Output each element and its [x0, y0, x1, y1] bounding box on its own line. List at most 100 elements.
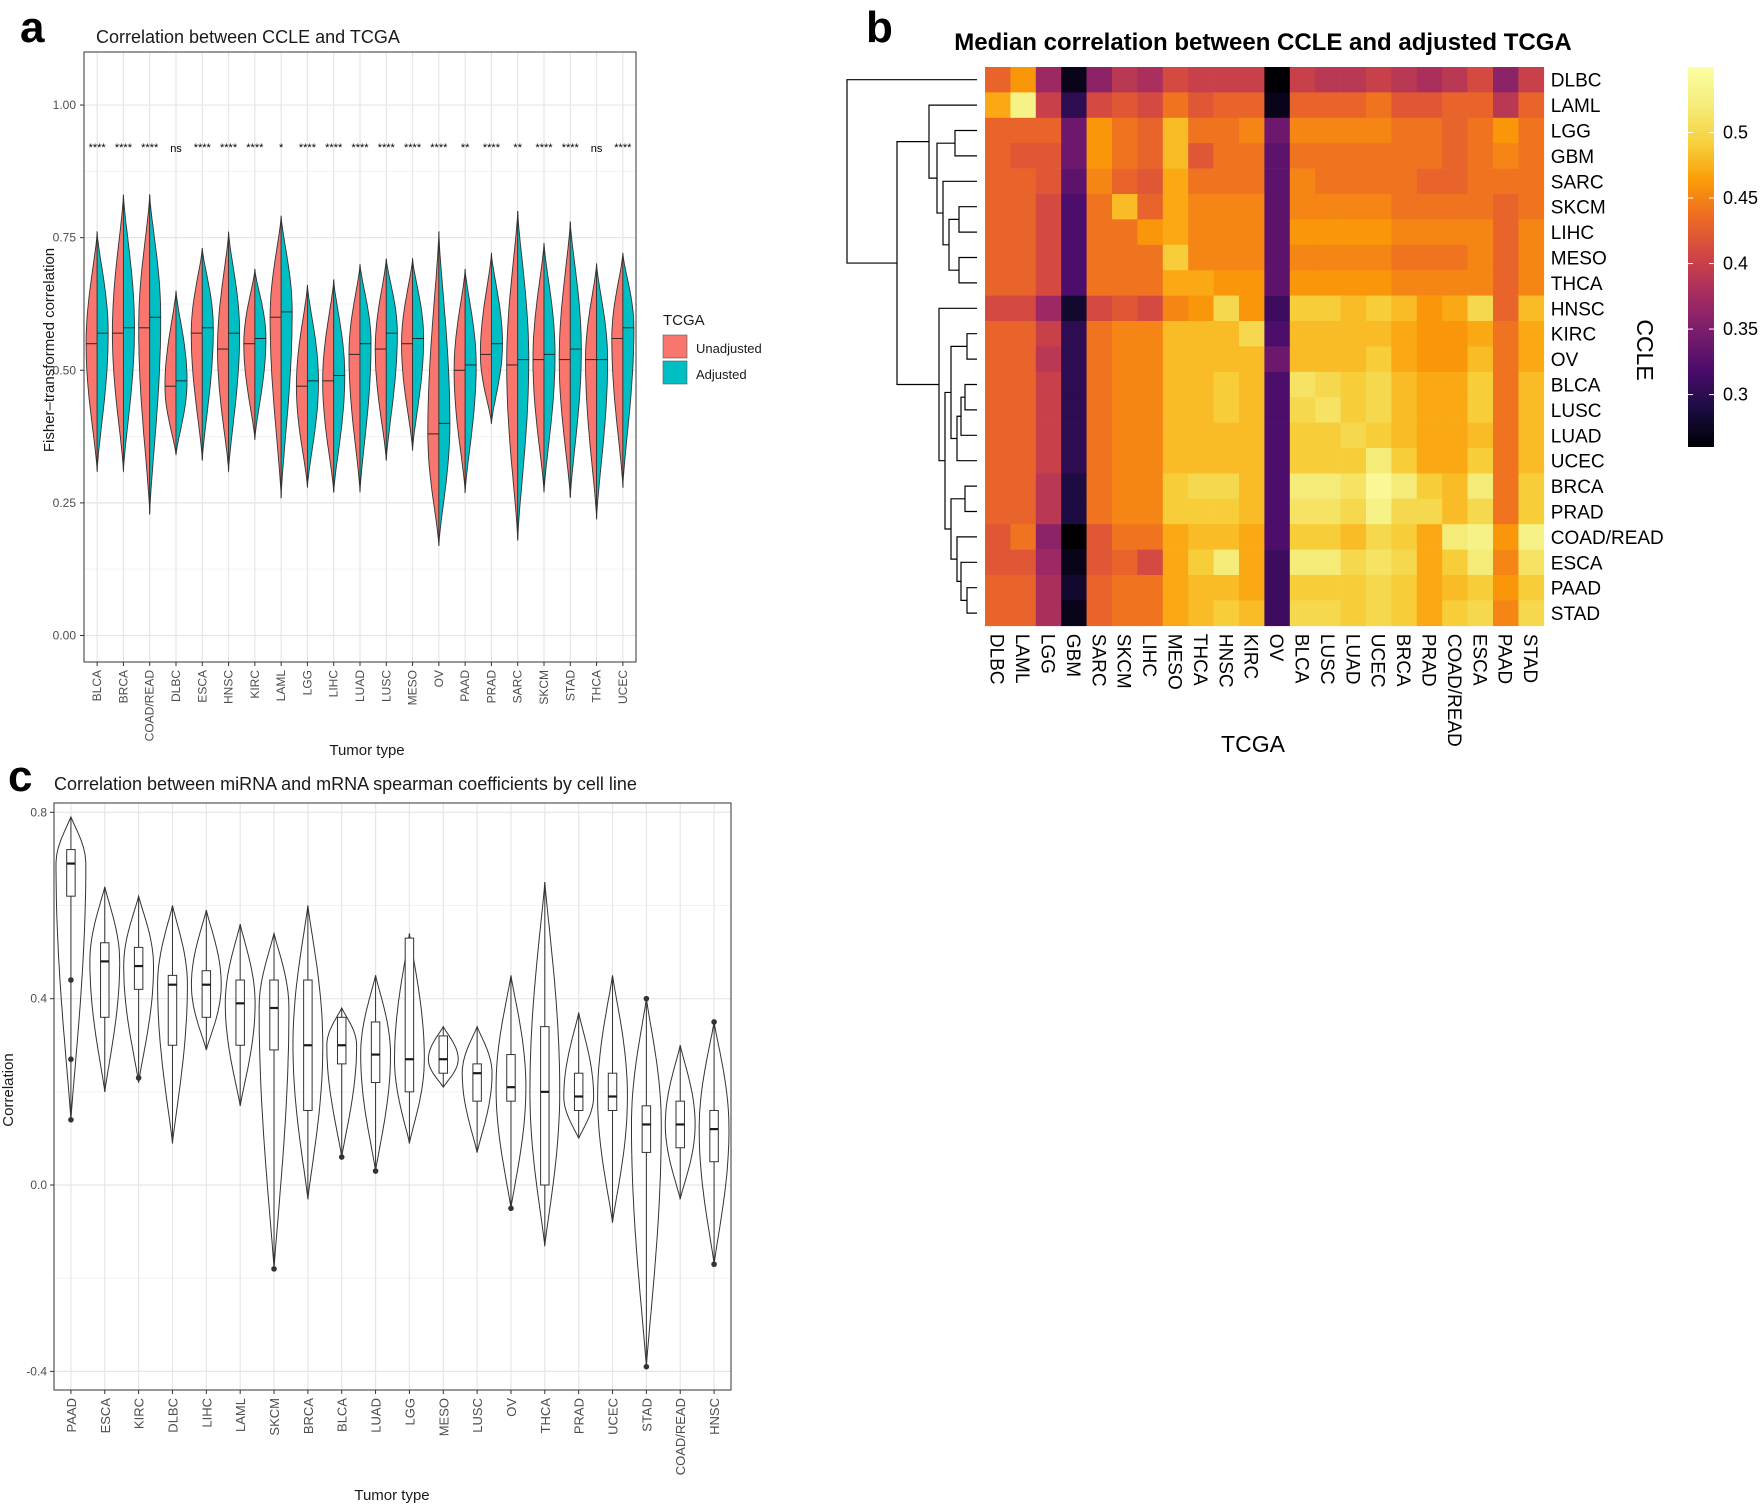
heatmap-cell-skcm-luad [1340, 194, 1367, 220]
heatmap-cell-blca-meso [1162, 371, 1189, 398]
column-label-lgg: LGG [1037, 634, 1058, 674]
heatmap-cell-paad-esca [1467, 575, 1494, 601]
heatmap-cell-prad-coad-read [1442, 498, 1468, 525]
heatmap-cell-stad-ucec [1366, 600, 1392, 627]
heatmap-cell-meso-brca [1391, 244, 1418, 271]
heatmap-cell-paad-laml [1010, 575, 1037, 601]
outlier-point-hnsc [711, 1019, 717, 1025]
heatmap-cell-brca-brca [1391, 473, 1418, 500]
heatmap-cell-luad-coad-read [1442, 422, 1468, 449]
heatmap-cell-ov-lihc [1137, 346, 1164, 373]
heatmap-cell-sarc-coad-read [1442, 168, 1468, 195]
violin-half-unadjusted-blca [85, 231, 98, 473]
panel-c-x-tick-label-paad: PAAD [64, 1398, 79, 1432]
heatmap-cell-ucec-lihc [1137, 448, 1164, 474]
heatmap-cell-coad-read-laml [1010, 524, 1037, 550]
panel-b-x-axis-label: TCGA [1221, 731, 1286, 757]
heatmap-cell-prad-prad [1416, 498, 1443, 525]
heatmap-cell-esca-gbm [1061, 549, 1087, 576]
column-label-blca: BLCA [1291, 634, 1312, 684]
panel-b-heatmap-cells [985, 67, 1545, 627]
heatmap-cell-dlbc-brca [1391, 67, 1418, 93]
row-label-sarc: SARC [1551, 172, 1604, 193]
heatmap-cell-kirc-laml [1010, 321, 1037, 347]
heatmap-cell-ov-dlbc [985, 346, 1011, 373]
panel-b-colorbar [1688, 67, 1714, 447]
panel-a-y-tick-label: 0.25 [53, 496, 77, 510]
heatmap-cell-prad-sarc [1086, 498, 1113, 525]
panel-a-x-ticks: BLCA BRCA COAD/READ DLBC ESCA HNSC KIRC LAML LGG… [90, 662, 630, 741]
heatmap-cell-stad-lgg [1035, 600, 1062, 627]
heatmap-cell-paad-coad-read [1442, 575, 1468, 601]
heatmap-cell-stad-prad [1416, 600, 1443, 627]
heatmap-cell-skcm-ucec [1366, 194, 1392, 220]
panel-c-x-tick-label-stad: STAD [639, 1398, 654, 1432]
violin-half-adjusted-dlbc [175, 290, 188, 456]
heatmap-cell-lihc-esca [1467, 219, 1494, 246]
panel-c-y-tick-label: 0.4 [30, 992, 47, 1006]
heatmap-cell-lgg-prad [1416, 117, 1443, 144]
heatmap-cell-lihc-dlbc [985, 219, 1011, 246]
heatmap-cell-sarc-laml [1010, 168, 1037, 195]
heatmap-cell-coad-read-luad [1340, 524, 1367, 550]
column-label-stad: STAD [1519, 634, 1540, 683]
heatmap-cell-meso-laml [1010, 244, 1037, 271]
heatmap-cell-meso-kirc [1239, 244, 1265, 271]
heatmap-cell-lgg-lusc [1315, 117, 1341, 144]
heatmap-cell-lusc-ucec [1366, 397, 1392, 423]
heatmap-cell-ucec-hnsc [1213, 448, 1240, 474]
heatmap-cell-ucec-skcm [1112, 448, 1138, 474]
heatmap-cell-brca-dlbc [985, 473, 1011, 500]
heatmap-cell-ov-hnsc [1213, 346, 1240, 373]
heatmap-cell-ov-blca [1289, 346, 1316, 373]
heatmap-cell-kirc-kirc [1239, 321, 1265, 347]
panel-c-y-ticks: -0.4 0.0 0.4 0.8 [26, 805, 54, 1378]
heatmap-cell-paad-lihc [1137, 575, 1164, 601]
heatmap-cell-meso-paad [1493, 244, 1519, 271]
violin-half-adjusted-luad [359, 264, 372, 493]
heatmap-cell-blca-blca [1289, 371, 1316, 398]
panel-a-x-tick-label-lihc: LIHC [327, 670, 341, 698]
heatmap-cell-sarc-paad [1493, 168, 1519, 195]
significance-label-paad: ** [461, 142, 470, 154]
heatmap-cell-blca-ucec [1366, 371, 1392, 398]
significance-label-ucec: **** [614, 142, 632, 154]
column-label-luad: LUAD [1341, 634, 1362, 685]
row-label-stad: STAD [1551, 604, 1600, 625]
heatmap-cell-stad-gbm [1061, 600, 1087, 627]
heatmap-cell-gbm-ucec [1366, 143, 1392, 169]
panel-a-x-tick-label-luad: LUAD [353, 670, 367, 702]
heatmap-cell-paad-ucec [1366, 575, 1392, 601]
heatmap-cell-lgg-ucec [1366, 117, 1392, 144]
heatmap-cell-dlbc-hnsc [1213, 67, 1240, 93]
heatmap-cell-sarc-ucec [1366, 168, 1392, 195]
significance-label-stad: **** [562, 142, 580, 154]
heatmap-cell-skcm-stad [1518, 194, 1545, 220]
heatmap-cell-lihc-lgg [1035, 219, 1062, 246]
heatmap-cell-kirc-prad [1416, 321, 1443, 347]
heatmap-cell-esca-prad [1416, 549, 1443, 576]
heatmap-cell-esca-lusc [1315, 549, 1341, 576]
row-label-kirc: KIRC [1551, 325, 1596, 346]
heatmap-cell-luad-blca [1289, 422, 1316, 449]
heatmap-cell-dlbc-dlbc [985, 67, 1011, 93]
colorbar-tick-label: 0.35 [1723, 319, 1758, 339]
panel-c-x-tick-label-prad: PRAD [572, 1398, 587, 1434]
panel-c-violins [55, 815, 730, 1370]
panel-a-x-tick-label-stad: STAD [563, 670, 577, 701]
heatmap-cell-paad-meso [1162, 575, 1189, 601]
heatmap-cell-thca-gbm [1061, 270, 1087, 296]
heatmap-cell-paad-paad [1493, 575, 1519, 601]
violin-half-unadjusted-ov [427, 231, 440, 546]
heatmap-cell-thca-luad [1340, 270, 1367, 296]
panel-b-row-dendrogram [846, 79, 977, 614]
heatmap-cell-laml-coad-read [1442, 92, 1468, 119]
heatmap-cell-hnsc-laml [1010, 295, 1037, 322]
heatmap-cell-coad-read-hnsc [1213, 524, 1240, 550]
heatmap-cell-skcm-thca [1188, 194, 1214, 220]
heatmap-cell-lusc-lihc [1137, 397, 1164, 423]
heatmap-cell-brca-hnsc [1213, 473, 1240, 500]
heatmap-cell-ov-lusc [1315, 346, 1341, 373]
heatmap-cell-ov-paad [1493, 346, 1519, 373]
heatmap-cell-gbm-lgg [1035, 143, 1062, 169]
